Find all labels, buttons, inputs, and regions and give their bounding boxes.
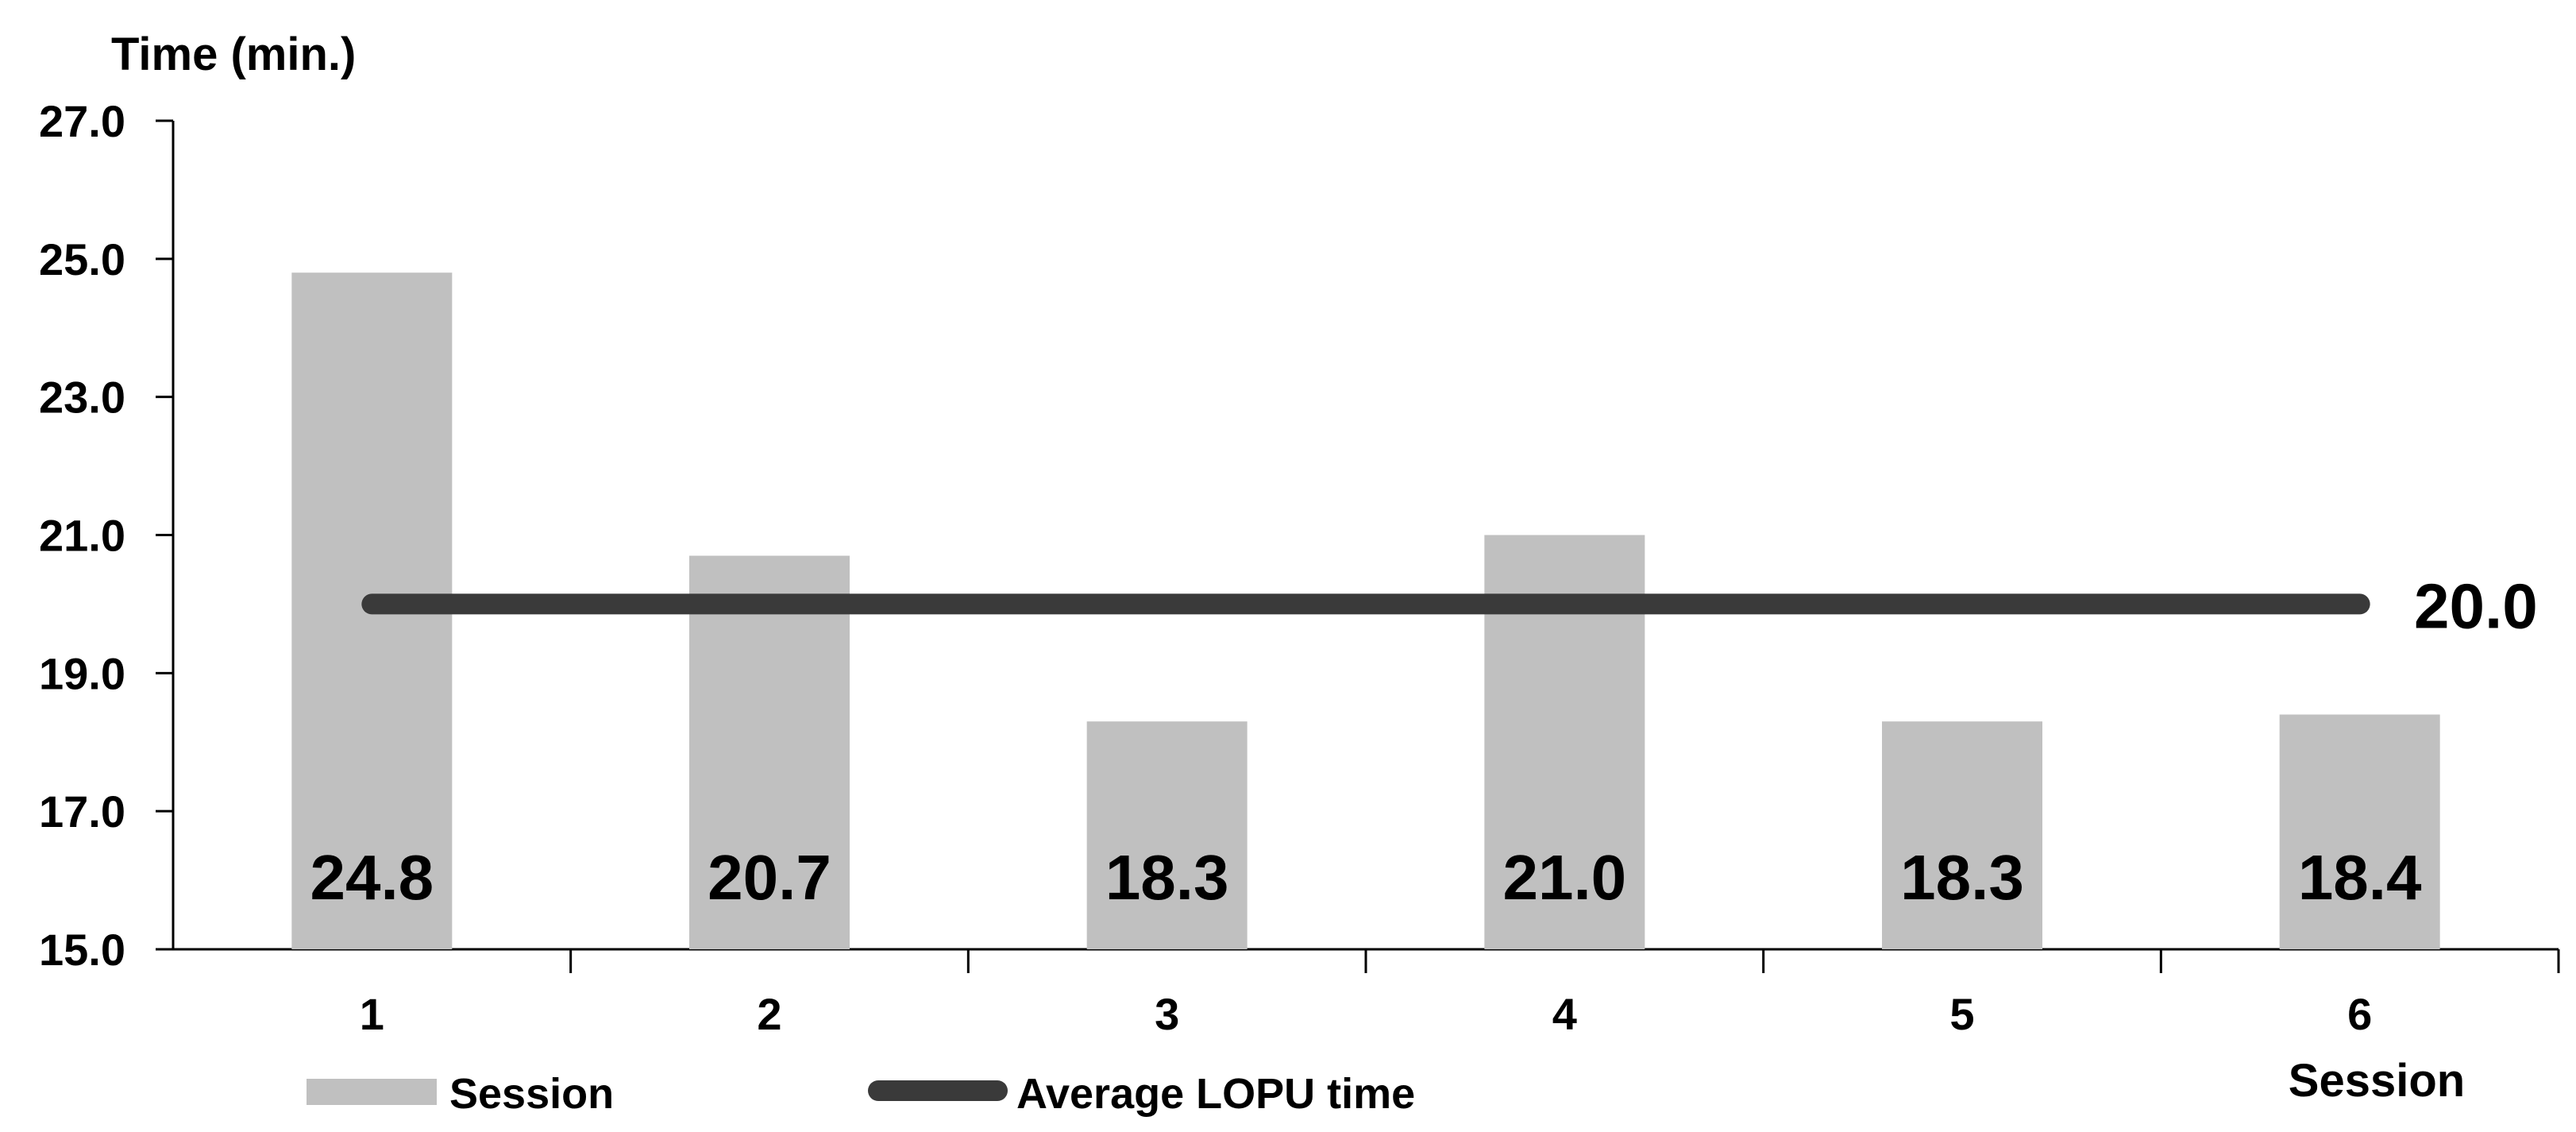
x-axis: 1 2 3 4 5 6	[173, 948, 2560, 1039]
y-tick-label: 21.0	[39, 511, 125, 561]
bar-value-label: 21.0	[1502, 842, 1626, 913]
y-tick-label: 15.0	[39, 925, 125, 975]
bar-value-label: 18.4	[2298, 842, 2422, 913]
x-axis-title: Session	[2289, 1055, 2465, 1107]
bar-value-labels: 24.8 20.7 18.3 21.0 18.3 18.4	[310, 842, 2422, 913]
y-axis: 27.0 25.0 23.0 21.0 19.0 17.0 15.0	[39, 96, 175, 975]
y-tick-label: 17.0	[39, 786, 125, 836]
bar-value-label: 18.3	[1105, 842, 1229, 913]
bar-value-label: 18.3	[1900, 842, 2024, 913]
bar	[689, 555, 850, 949]
legend: Session Average LOPU time	[307, 1070, 1415, 1118]
x-tick-label: 5	[1949, 989, 1974, 1039]
y-axis-title: Time (min.)	[111, 29, 356, 80]
y-tick-label: 23.0	[39, 373, 125, 423]
y-tick-label: 27.0	[39, 96, 125, 146]
x-tick-label: 3	[1155, 989, 1179, 1039]
average-line-series: 20.0	[361, 570, 2538, 641]
y-tick-label: 25.0	[39, 234, 125, 284]
bar-value-label: 20.7	[708, 842, 831, 913]
y-tick-label: 19.0	[39, 648, 125, 698]
legend-label-session: Session	[449, 1070, 614, 1118]
average-value-label: 20.0	[2414, 570, 2538, 641]
bar	[1882, 721, 2042, 949]
bar	[1086, 721, 1248, 949]
x-tick-label: 2	[757, 989, 781, 1039]
legend-swatch-session	[307, 1079, 437, 1105]
legend-label-average: Average LOPU time	[1016, 1070, 1415, 1118]
bar-value-label: 24.8	[310, 842, 434, 913]
x-tick-label: 4	[1552, 989, 1577, 1039]
bar	[2279, 714, 2440, 949]
x-tick-label: 1	[360, 989, 384, 1039]
x-tick-label: 6	[2347, 989, 2372, 1039]
